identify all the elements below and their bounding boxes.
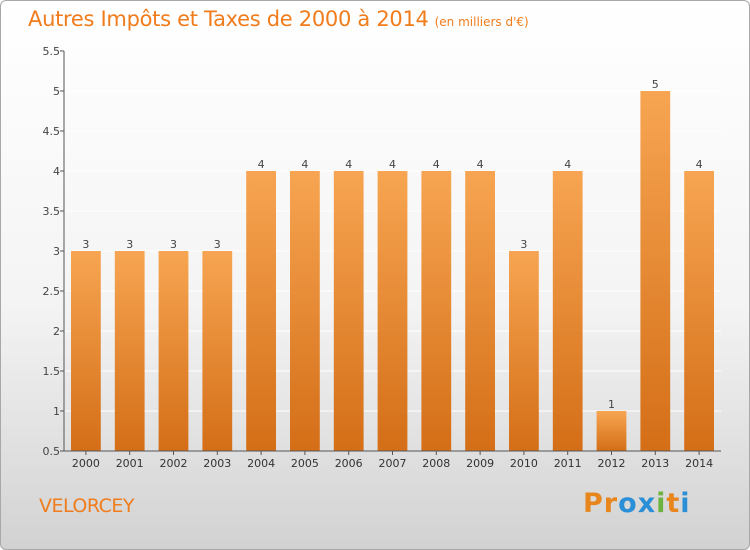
logo-letter: i bbox=[680, 488, 691, 519]
y-tick-label: 1.5 bbox=[43, 365, 61, 378]
data-label-2000: 3 bbox=[82, 238, 89, 251]
bar-2005 bbox=[290, 171, 320, 451]
logo-letter: x bbox=[637, 488, 657, 519]
proxiti-logo: Proxiti bbox=[583, 488, 691, 519]
y-tick-label: 5 bbox=[53, 85, 60, 98]
data-label-2007: 4 bbox=[389, 158, 396, 171]
x-tick-label-2003: 2003 bbox=[203, 457, 231, 470]
bar-2007 bbox=[377, 171, 408, 451]
logo-letter: t bbox=[666, 488, 681, 519]
chart-unit: (en milliers d'€) bbox=[434, 15, 529, 29]
x-tick-label-2007: 2007 bbox=[379, 457, 407, 470]
data-label-2006: 4 bbox=[345, 158, 352, 171]
y-tick-label: 2 bbox=[53, 325, 60, 338]
bar-2002 bbox=[158, 251, 189, 451]
y-tick-label: 3.5 bbox=[43, 205, 61, 218]
data-label-2005: 4 bbox=[301, 158, 308, 171]
logo-letter: r bbox=[603, 488, 619, 519]
x-tick-label-2012: 2012 bbox=[598, 457, 626, 470]
bar-2011 bbox=[552, 171, 583, 451]
bar-2008 bbox=[421, 171, 452, 451]
y-tick-label: 4 bbox=[53, 165, 60, 178]
bar-2003 bbox=[202, 251, 233, 451]
logo-letter: P bbox=[583, 488, 604, 519]
data-label-2012: 1 bbox=[608, 398, 615, 411]
x-tick-label-2009: 2009 bbox=[466, 457, 494, 470]
axes: 0.5 1 1.5 2 2.5 3 3.5 4 4.5 5 5.5 2000 2001 2002 2003 2… bbox=[43, 45, 721, 470]
x-tick-label-2001: 2001 bbox=[116, 457, 144, 470]
data-label-2008: 4 bbox=[433, 158, 440, 171]
bar-2012 bbox=[596, 411, 627, 451]
x-tick-label-2011: 2011 bbox=[554, 457, 582, 470]
y-tick-label: 1 bbox=[53, 405, 60, 418]
data-label-2011: 4 bbox=[564, 158, 571, 171]
bar-2006 bbox=[333, 171, 364, 451]
bar-2014 bbox=[684, 171, 714, 451]
x-tick-label-2013: 2013 bbox=[641, 457, 669, 470]
data-label-2003: 3 bbox=[214, 238, 221, 251]
x-tick-label-2010: 2010 bbox=[510, 457, 538, 470]
bar-2010 bbox=[509, 251, 539, 451]
x-tick-label-2006: 2006 bbox=[335, 457, 363, 470]
y-tick-label: 3 bbox=[53, 245, 60, 258]
data-label-2009: 4 bbox=[477, 158, 484, 171]
x-tick-label-2008: 2008 bbox=[422, 457, 450, 470]
x-tick-label-2000: 2000 bbox=[72, 457, 100, 470]
bar-2009 bbox=[465, 171, 495, 451]
data-label-2001: 3 bbox=[126, 238, 133, 251]
data-label-2004: 4 bbox=[258, 158, 265, 171]
x-tick-label-2014: 2014 bbox=[685, 457, 713, 470]
bar-2013 bbox=[640, 91, 671, 451]
bar-2001 bbox=[114, 251, 145, 451]
place-name: VELORCEY bbox=[39, 495, 135, 517]
bar-2000 bbox=[71, 251, 101, 451]
x-tick-label-2002: 2002 bbox=[160, 457, 188, 470]
y-tick-label: 2.5 bbox=[43, 285, 61, 298]
y-tick-label: 0.5 bbox=[43, 445, 61, 458]
data-label-2014: 4 bbox=[696, 158, 703, 171]
bar-2004 bbox=[246, 171, 276, 451]
x-tick-label-2004: 2004 bbox=[247, 457, 275, 470]
x-tick-label-2005: 2005 bbox=[291, 457, 319, 470]
data-label-2002: 3 bbox=[170, 238, 177, 251]
y-tick-label: 4.5 bbox=[43, 125, 61, 138]
y-tick-label: 5.5 bbox=[43, 45, 61, 58]
logo-letter: i bbox=[656, 488, 667, 519]
chart-title: Autres Impôts et Taxes de 2000 à 2014 bbox=[28, 7, 429, 31]
data-labels: 3 3 3 3 4 4 4 4 4 4 3 4 1 5 4 bbox=[82, 78, 702, 411]
bars bbox=[71, 91, 714, 451]
logo-letter: o bbox=[618, 488, 638, 519]
data-label-2013: 5 bbox=[652, 78, 659, 91]
chart-title-block: Autres Impôts et Taxes de 2000 à 2014 (en… bbox=[28, 7, 529, 31]
data-label-2010: 3 bbox=[520, 238, 527, 251]
